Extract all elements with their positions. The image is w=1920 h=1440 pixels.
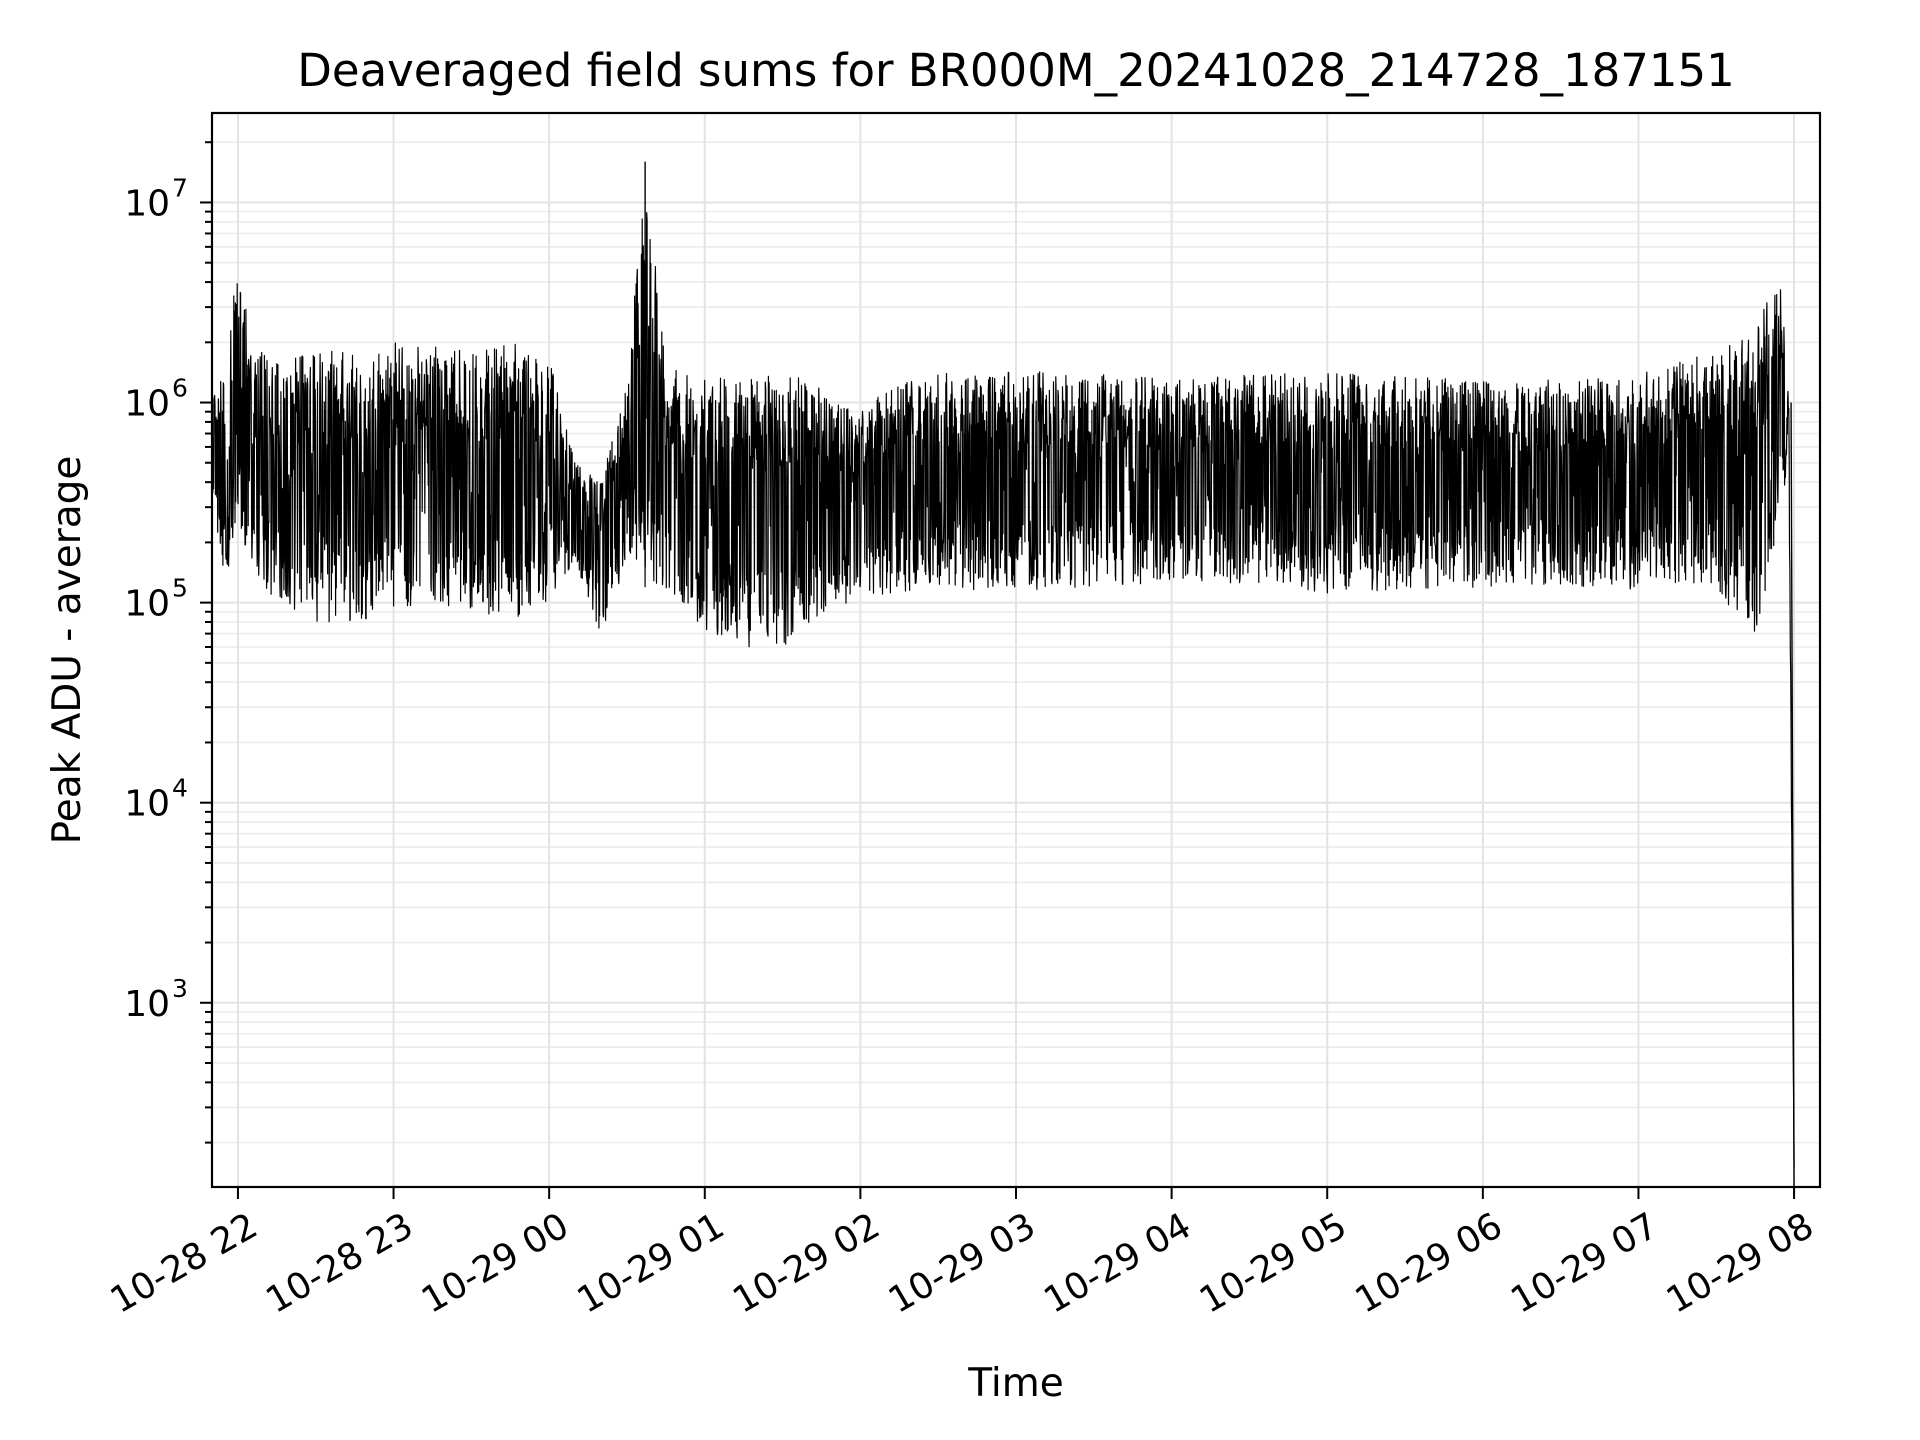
- x-tick-label: 10-29 05: [1193, 1205, 1354, 1321]
- y-tick-exponent: 5: [172, 574, 188, 603]
- x-tick-label: 10-29 07: [1504, 1205, 1665, 1321]
- y-tick-exponent: 6: [172, 374, 188, 403]
- x-tick-label: 10-29 04: [1037, 1205, 1198, 1321]
- grid: [212, 113, 1820, 1187]
- x-tick-label: 10-28 23: [259, 1205, 420, 1321]
- x-tick-label: 10-29 02: [726, 1205, 887, 1321]
- x-tick-label: 10-29 06: [1349, 1205, 1510, 1321]
- y-tick-exponent: 3: [172, 974, 188, 1003]
- x-tick-label: 10-28 22: [104, 1205, 265, 1321]
- x-tick-label: 10-29 03: [882, 1205, 1043, 1321]
- x-axis-label: Time: [967, 1361, 1063, 1406]
- y-tick-exponent: 7: [172, 173, 188, 202]
- y-tick-label: 10: [124, 984, 170, 1025]
- y-axis-label: Peak ADU - average: [45, 456, 90, 845]
- y-tick-label: 10: [124, 183, 170, 224]
- series-line: [211, 212, 1795, 1168]
- y-tick-label: 10: [124, 384, 170, 425]
- series-drop: [1790, 402, 1795, 1188]
- series-layer: [211, 161, 1795, 1188]
- x-tick-label: 10-29 01: [571, 1205, 732, 1321]
- chart-title: Deaveraged field sums for BR000M_2024102…: [297, 44, 1735, 97]
- y-tick-label: 10: [124, 784, 170, 825]
- y-tick-label: 10: [124, 584, 170, 625]
- y-tick-exponent: 4: [172, 774, 188, 803]
- x-tick-label: 10-29 08: [1660, 1205, 1821, 1321]
- x-tick-label: 10-29 00: [415, 1205, 576, 1321]
